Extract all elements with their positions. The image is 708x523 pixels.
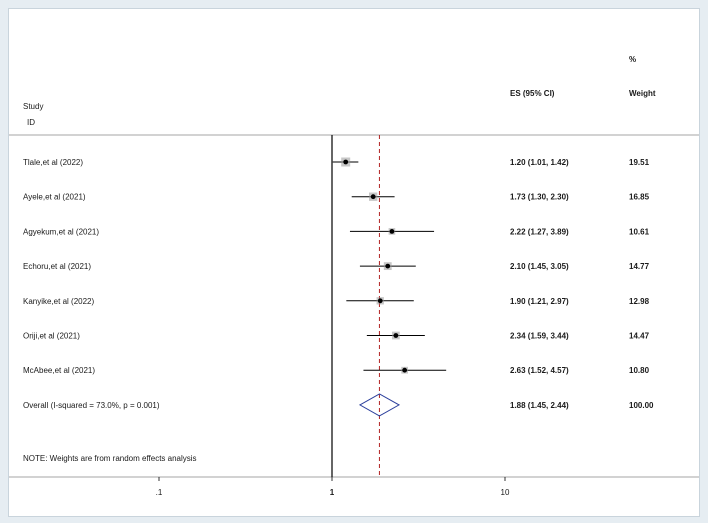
forest-plot-panel: % Study ID ES (95% CI) Weight Tlale,et a… (8, 8, 700, 517)
weight-header: Weight (629, 89, 656, 98)
point-estimate (377, 298, 383, 304)
overall-es-ci: 1.88 (1.45, 2.44) (510, 401, 569, 410)
x-tick-label: 1 (330, 488, 335, 497)
point-estimate (389, 229, 395, 234)
point-estimate (370, 194, 376, 200)
study-label: Oriji,et al (2021) (23, 332, 80, 341)
study-label: Kanyike,et al (2022) (23, 297, 94, 306)
study-es-ci: 2.10 (1.45, 3.05) (510, 262, 569, 271)
weight-percent-header: % (629, 55, 636, 64)
study-es-ci: 2.34 (1.59, 3.44) (510, 332, 569, 341)
study-label: Tlale,et al (2022) (23, 158, 83, 167)
study-es-ci: 1.90 (1.21, 2.97) (510, 297, 569, 306)
study-es-ci: 1.73 (1.30, 2.30) (510, 193, 569, 202)
study-weight: 10.61 (629, 227, 650, 236)
point-estimate (402, 367, 408, 373)
study-weight: 12.98 (629, 297, 650, 306)
point-estimate (393, 333, 399, 338)
forest-plot: % Study ID ES (95% CI) Weight Tlale,et a… (9, 55, 699, 497)
study-weight: 14.47 (629, 332, 650, 341)
x-tick-label: 10 (501, 488, 510, 497)
x-tick-label: .1 (156, 488, 163, 497)
study-label: McAbee,et al (2021) (23, 366, 95, 375)
study-header: Study (23, 102, 43, 111)
study-weight: 16.85 (629, 193, 650, 202)
es-ci-header: ES (95% CI) (510, 89, 555, 98)
overall-label: Overall (I-squared = 73.0%, p = 0.001) (23, 401, 160, 410)
study-weight: 19.51 (629, 158, 650, 167)
point-estimate (385, 263, 391, 269)
point-estimate (343, 159, 349, 165)
study-es-ci: 1.20 (1.01, 1.42) (510, 158, 569, 167)
study-es-ci: 2.63 (1.52, 4.57) (510, 366, 569, 375)
study-weight: 10.80 (629, 366, 650, 375)
study-es-ci: 2.22 (1.27, 3.89) (510, 227, 569, 236)
overall-diamond (358, 393, 401, 417)
random-effects-note: NOTE: Weights are from random effects an… (23, 454, 197, 463)
study-label: Agyekum,et al (2021) (23, 227, 99, 236)
id-header: ID (27, 118, 35, 127)
study-label: Ayele,et al (2021) (23, 193, 86, 202)
study-label: Echoru,et al (2021) (23, 262, 91, 271)
overall-weight: 100.00 (629, 401, 654, 410)
study-weight: 14.77 (629, 262, 650, 271)
